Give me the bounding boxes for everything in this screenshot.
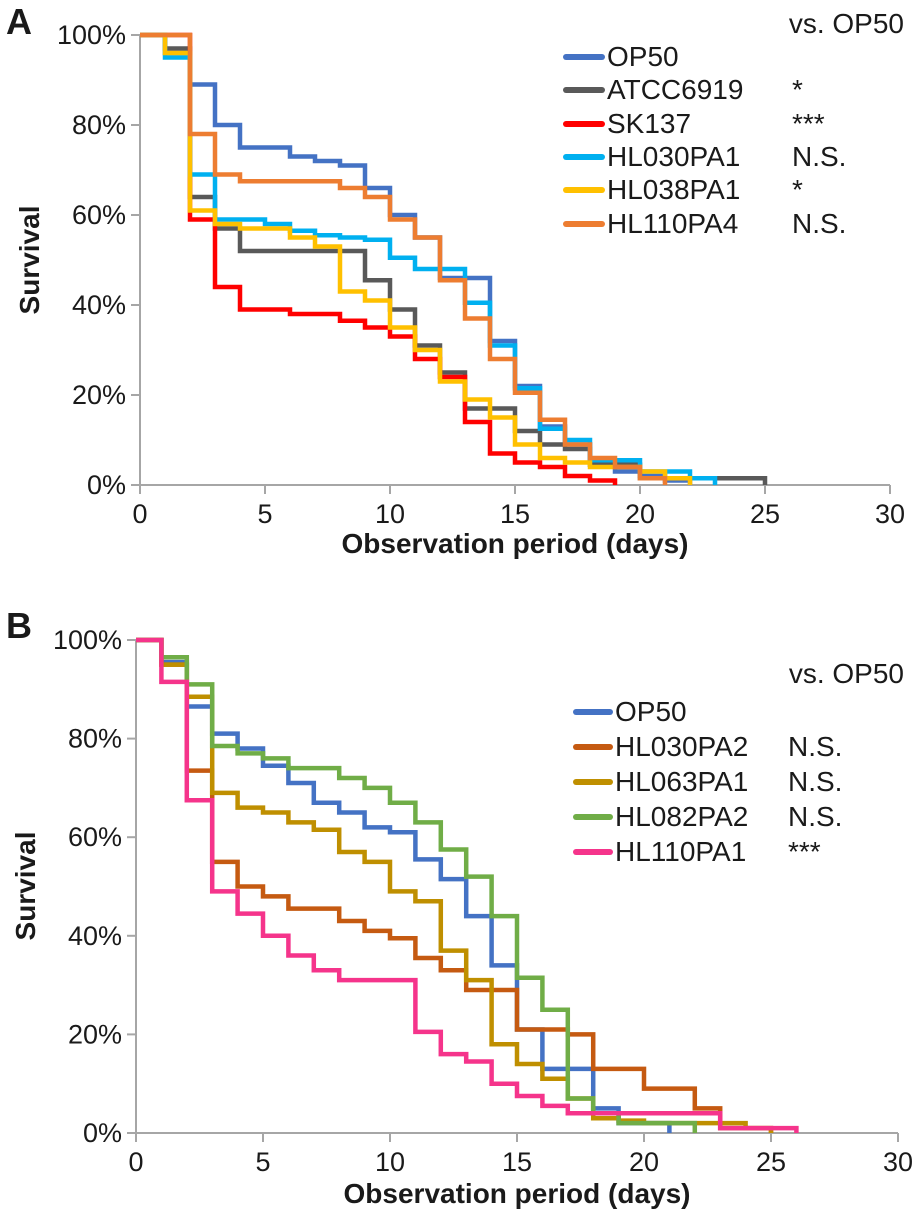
panel-a-plot: 0% 20% 40% 60% 80% 100% 0 5 10 15 20 25 30 — [57, 20, 905, 529]
panel-b-x-axis-title: Observation period (days) — [343, 1178, 691, 1209]
survival-curve-ATCC6919 — [140, 32, 768, 485]
x-tick-label: 10 — [375, 1147, 405, 1177]
x-tick-label: 15 — [502, 1147, 532, 1177]
y-tick-label: 20% — [72, 380, 126, 410]
y-tick-label: 40% — [68, 921, 122, 951]
y-tick-label: 60% — [68, 822, 122, 852]
panel-a: 0% 20% 40% 60% 80% 100% 0 5 10 15 20 25 30 A Surviva… — [0, 0, 912, 590]
survival-curve-HL110PA4 — [140, 32, 668, 485]
x-tick-label: 0 — [128, 1147, 143, 1177]
panel-b: 0% 20% 40% 60% 80% 100% 0 5 10 15 20 25 30 B Surviva… — [0, 600, 912, 1218]
panel-b-y-axis-title: Survival — [10, 831, 41, 941]
x-tick-label: 20 — [629, 1147, 659, 1177]
x-tick-label: 30 — [875, 499, 905, 529]
panel-a-y-axis-title: Survival — [14, 205, 45, 315]
y-tick-label: 20% — [68, 1019, 122, 1049]
panel-a-x-axis-title: Observation period (days) — [341, 528, 689, 559]
x-tick-label: 5 — [257, 499, 272, 529]
y-tick-label: 40% — [72, 290, 126, 320]
x-tick-label: 25 — [750, 499, 780, 529]
y-tick-label: 0% — [83, 1118, 122, 1148]
survival-curve-HL030PA1 — [140, 32, 718, 485]
x-tick-label: 10 — [375, 499, 405, 529]
y-tick-label: 100% — [53, 625, 122, 655]
x-tick-label: 30 — [883, 1147, 912, 1177]
survival-curve-SK137 — [140, 32, 618, 485]
panel-a-label: A — [6, 1, 32, 42]
panel-b-legend-header: vs. OP50 — [788, 658, 904, 689]
survival-curve-HL063PA1 — [136, 637, 774, 1133]
x-tick-label: 15 — [500, 499, 530, 529]
panel-a-legend-header: vs. OP50 — [788, 8, 904, 39]
y-tick-label: 60% — [72, 200, 126, 230]
survival-curve-OP50 — [136, 637, 672, 1133]
survival-curve-HL038PA1 — [140, 32, 693, 485]
x-tick-label: 25 — [756, 1147, 786, 1177]
y-tick-label: 100% — [57, 20, 126, 50]
survival-curve-HL030PA2 — [136, 637, 774, 1133]
survival-curve-HL082PA2 — [136, 637, 698, 1133]
x-tick-label: 20 — [625, 499, 655, 529]
panel-b-label: B — [6, 605, 32, 646]
x-tick-label: 5 — [255, 1147, 270, 1177]
y-tick-label: 80% — [72, 110, 126, 140]
y-tick-label: 80% — [68, 724, 122, 754]
y-tick-label: 0% — [87, 470, 126, 500]
x-tick-label: 0 — [132, 499, 147, 529]
panel-b-plot: 0% 20% 40% 60% 80% 100% 0 5 10 15 20 25 30 — [53, 625, 912, 1177]
survival-curve-HL110PA1 — [136, 637, 799, 1133]
